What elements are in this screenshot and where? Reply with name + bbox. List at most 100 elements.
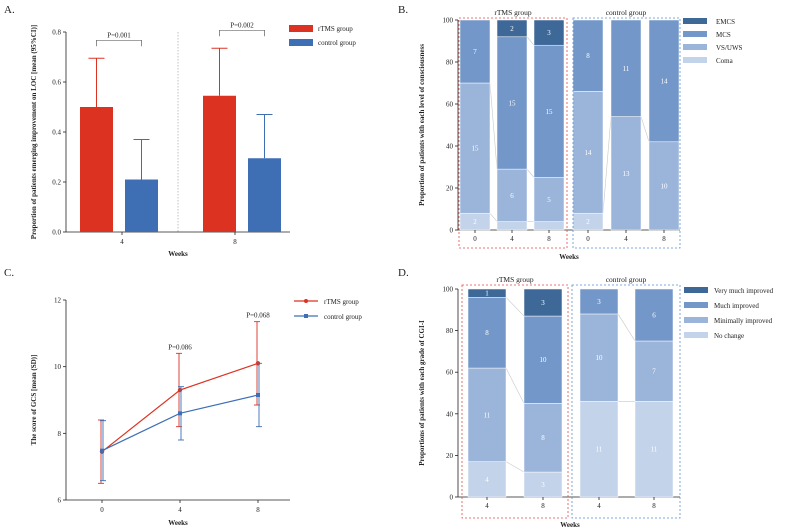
panel-d-connector: [617, 313, 636, 342]
panel-d-ytick-label: 60: [446, 369, 454, 377]
panel-d-segment-label: 3: [597, 298, 601, 306]
panel-d-segment: [523, 288, 563, 317]
panel-a-xtick-label: 8: [233, 238, 237, 246]
panel-a-ytick-label: 0.8: [52, 29, 61, 37]
panel-d-connector: [505, 297, 525, 317]
panel-b-segment: [459, 82, 491, 214]
panel-d-segment-label: 8: [541, 434, 545, 442]
panel-d-segment-label: 4: [485, 476, 489, 484]
panel-a-ytick-label: 0.2: [52, 179, 61, 187]
panel-c-ytick-label: 8: [58, 430, 62, 438]
panel-a-p-value: P=0.001: [107, 31, 131, 39]
panel-b-segment-label: 11: [623, 65, 630, 73]
panel-c-point-control: [256, 393, 260, 397]
panel-a-significance-bracket: [96, 39, 142, 47]
panel-b-segment: [496, 221, 528, 231]
legend-label-minimally: Minimally improved: [714, 317, 773, 325]
panel-d-y-ticks: 0 20 40 60 80 100: [443, 286, 458, 502]
panel-d-segment: [467, 367, 507, 462]
legend-label-much: Much improved: [714, 302, 759, 310]
panel-d-connector: [505, 367, 525, 404]
panel-c-p-value: P=0.086: [168, 343, 192, 351]
legend-label-rtms: rTMS group: [318, 25, 353, 33]
legend-swatch-mcs: [683, 31, 707, 37]
panel-b-segment: [533, 177, 565, 222]
panel-d-segment-label: 10: [540, 356, 548, 364]
panel-b-segment-label: 5: [547, 196, 551, 204]
panel-b-segment: [610, 19, 642, 117]
panel-b-y-ticks: 0 20 40 60 80 100: [443, 17, 458, 235]
legend-swatch-emcs: [683, 18, 707, 24]
panel-b-segment: [533, 221, 565, 231]
panel-b-legend: EMCS MCS VS/UWS Coma: [683, 18, 743, 65]
panel-b-control-group-title: control group: [606, 8, 647, 17]
panel-a-y-ticks: 0.0 0.2 0.4 0.6 0.8: [52, 29, 66, 237]
panel-d-stacked-bar-chart: Proportions of patients with each grade …: [418, 275, 774, 529]
panel-b-control-group-box: [572, 17, 681, 249]
panel-d-xtick-label: 8: [652, 502, 656, 510]
panel-b-ytick-label: 80: [446, 59, 454, 67]
legend-swatch-control: [289, 39, 313, 46]
panel-d-segment-label: 11: [596, 446, 603, 454]
legend-swatch-rtms: [289, 25, 313, 32]
panel-c-legend: rTMS group control group: [294, 298, 362, 321]
legend-label-no-change: No change: [714, 332, 744, 340]
panel-d-segment-label: 7: [652, 368, 656, 376]
panel-b-segment: [572, 91, 604, 214]
legend-label-very-much: Very much improved: [714, 287, 774, 295]
panel-b-segment: [648, 19, 680, 143]
legend-label-emcs: EMCS: [716, 18, 735, 26]
panel-d-connectors: [505, 297, 636, 473]
panel-a-bar-rtms: [203, 95, 236, 232]
panel-b-segment-label: 10: [661, 182, 669, 190]
legend-label-coma: Coma: [716, 57, 734, 65]
legend-label-vsuws: VS/UWS: [716, 44, 743, 52]
panel-d-x-label: Weeks: [560, 521, 580, 529]
panel-c-p-value: P=0.068: [246, 312, 270, 320]
panel-b-segment-label: 2: [510, 25, 514, 33]
panel-letter-c: C.: [4, 267, 14, 279]
panel-a-legend: rTMS group control group: [289, 25, 356, 47]
panel-a-p-value: P=0.002: [230, 21, 254, 29]
panel-b-rtms-group-title: rTMS group: [494, 8, 532, 17]
panel-b-xtick-label: 4: [624, 235, 628, 243]
panel-c-ytick-label: 10: [54, 363, 62, 371]
panel-a-bar-control: [248, 158, 281, 232]
panel-a-ytick-label: 0.4: [52, 129, 61, 137]
panel-b-segment-label: 2: [473, 218, 477, 226]
panel-b-y-label: Proportion of patients with each level o…: [418, 44, 426, 206]
panel-d-legend: Very much improved Much improved Minimal…: [684, 287, 774, 340]
panel-c-xtick-label: 0: [100, 506, 104, 514]
panel-c-line-control: [101, 394, 259, 452]
panel-c-line-chart: The score of GCS [mean (SD)] Weeks 6 8 10 1…: [30, 297, 362, 528]
panel-c-ytick-label: 6: [58, 497, 62, 505]
panel-c-line-rtms: [101, 362, 259, 453]
legend-swatch-coma: [683, 57, 707, 63]
panel-letter-b: B.: [398, 4, 408, 16]
panel-d-segment-label: 11: [484, 411, 491, 419]
panel-b-segment-label: 8: [586, 52, 590, 60]
panel-b-segment: [572, 19, 604, 92]
legend-swatch-no-change: [684, 332, 708, 338]
panel-c-y-ticks: 6 8 10 12: [54, 297, 66, 505]
legend-label-rtms: rTMS group: [324, 298, 359, 306]
panel-d-segment-label: 6: [652, 312, 656, 320]
panel-b-xtick-label: 8: [547, 235, 551, 243]
panel-d-ytick-label: 20: [446, 452, 454, 460]
panel-b-segment-label: 14: [661, 77, 669, 85]
panel-d-segment: [523, 315, 563, 404]
panel-b-segment: [533, 19, 565, 46]
panel-c-xtick-label: 8: [256, 506, 260, 514]
panel-b-segment: [533, 44, 565, 178]
panel-a-error-bars: [88, 47, 273, 180]
panel-a-bar-rtms: [80, 107, 113, 232]
panel-b-segment: [496, 36, 528, 170]
panel-b-segment: [610, 116, 642, 231]
panel-d-x-ticks: 4 8 4 8: [485, 497, 656, 510]
panel-b-connector: [640, 116, 650, 142]
panel-d-segment-label: 8: [485, 329, 489, 337]
panel-d-segment: [634, 288, 674, 342]
panel-b-ytick-label: 0: [450, 227, 454, 235]
panel-c-xtick-label: 4: [178, 506, 182, 514]
panel-b-segment-label: 7: [473, 48, 477, 56]
